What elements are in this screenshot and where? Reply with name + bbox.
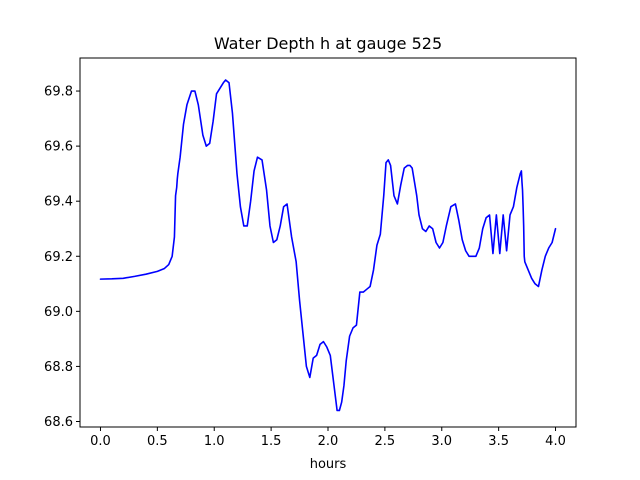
y-tick-label: 69.2	[44, 250, 73, 265]
x-tick-label: 1.5	[261, 434, 282, 449]
series-line-0	[99, 79, 557, 412]
x-tick-label: 2.0	[318, 434, 339, 449]
y-axis: 68.6 68.8 69.0 69.2 69.4 69.6 69.8	[44, 85, 80, 430]
chart-title: Water Depth h at gauge 525	[214, 34, 442, 53]
y-tick-label: 69.8	[44, 85, 73, 100]
x-axis: 0.0 0.5 1.0 1.5 2.0 2.5 3.0 3.5 4.0	[90, 427, 566, 449]
y-tick-label: 69.4	[44, 195, 73, 210]
y-tick-label: 69.6	[44, 140, 73, 155]
x-tick-label: 0.0	[90, 434, 111, 449]
x-tick-label: 4.0	[545, 434, 566, 449]
x-tick-label: 3.0	[431, 434, 452, 449]
x-tick-label: 2.5	[375, 434, 396, 449]
x-axis-label: hours	[310, 457, 347, 472]
series-layer	[99, 79, 557, 412]
y-tick-label: 68.8	[44, 360, 73, 375]
y-tick-label: 68.6	[44, 415, 73, 430]
x-tick-label: 3.5	[488, 434, 509, 449]
y-tick-label: 69.0	[44, 305, 73, 320]
plot-area	[80, 58, 576, 427]
x-tick-label: 1.0	[204, 434, 225, 449]
x-tick-label: 0.5	[147, 434, 168, 449]
